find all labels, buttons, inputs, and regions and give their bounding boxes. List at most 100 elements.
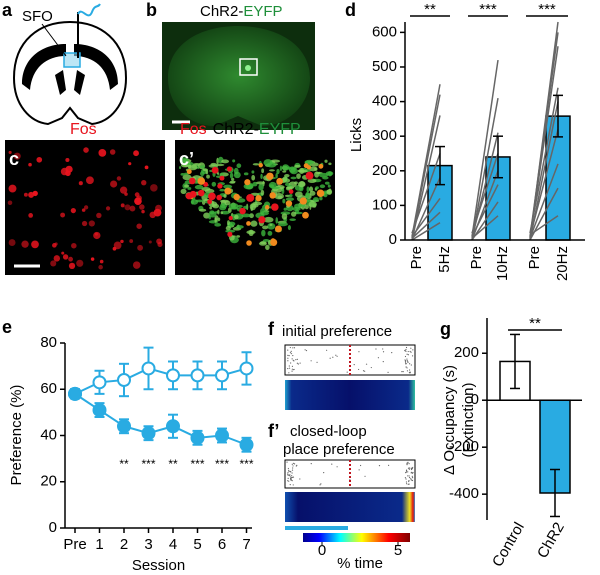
fos-cell [265, 205, 270, 210]
track-point [286, 461, 288, 463]
track-point [410, 479, 412, 481]
fos-cell [136, 223, 142, 229]
eyfp-fiber [219, 199, 229, 203]
significance-label: *** [190, 457, 204, 471]
y-tick-label: 100 [372, 196, 397, 213]
point [92, 375, 107, 390]
title-part: ChR2- [200, 3, 243, 20]
track-point [292, 354, 294, 357]
track-point [336, 466, 338, 468]
eyfp-fiber [214, 223, 222, 227]
fos-cell [90, 257, 95, 261]
fos-cells [7, 147, 163, 270]
fos-cell [228, 216, 233, 221]
y-tick-label: 600 [372, 23, 397, 40]
y-tick-label: 400 [372, 93, 397, 110]
track-point [408, 468, 410, 470]
fos-cell [197, 177, 206, 185]
eyfp-fiber [261, 168, 265, 174]
eyfp-fiber [282, 170, 287, 173]
eyfp-fiber [271, 186, 280, 190]
track-point [293, 360, 295, 362]
fos-cell [7, 200, 13, 206]
eyfp-fiber [267, 230, 273, 236]
y-tick-label: 0 [389, 231, 397, 248]
track-point [358, 469, 360, 471]
eyfp-fiber [180, 172, 186, 176]
track-point [409, 350, 411, 353]
track-point [293, 462, 295, 464]
eyfp-fiber [290, 176, 297, 180]
eyfp-fiber [283, 207, 288, 211]
track-point [293, 463, 296, 465]
track-point [411, 355, 414, 357]
point [215, 368, 229, 383]
track-point [290, 362, 292, 364]
fos-cell [71, 242, 77, 249]
fos-cell [134, 192, 140, 198]
fos-cell [132, 261, 141, 269]
eyfp-fiber [179, 157, 189, 164]
track-point [290, 471, 292, 473]
x-tick-label: Pre [468, 246, 485, 269]
track-point [405, 472, 407, 474]
track-point [408, 463, 410, 465]
point [190, 430, 205, 445]
eyfp-fiber [192, 163, 201, 166]
fos-cell [156, 238, 163, 245]
eyfp-fiber [327, 184, 331, 188]
point [166, 368, 180, 383]
point [117, 419, 131, 434]
fos-cell [217, 183, 223, 189]
track-point [409, 363, 411, 365]
y-tick-label: -400 [449, 485, 479, 502]
track-point [406, 367, 408, 369]
track-point [404, 361, 407, 363]
track-points [286, 461, 414, 486]
brain-outline [12, 20, 128, 126]
inset-box [239, 58, 258, 76]
track-point [288, 372, 290, 374]
y-tick-label: 20 [40, 473, 57, 490]
track-point [336, 355, 338, 357]
fos-cell [246, 221, 251, 226]
significance-label: ** [168, 457, 178, 471]
individual-line [411, 198, 441, 237]
fos-cell [134, 197, 142, 206]
point [239, 437, 254, 452]
track-point [359, 464, 362, 467]
eyfp-fiber [223, 184, 233, 189]
x-tick-label: 6 [218, 536, 226, 553]
eyfp-fiber [290, 211, 297, 217]
fos-cell [28, 162, 32, 167]
eyfp-fos-overlay [179, 156, 334, 251]
track-point [331, 463, 333, 465]
fos-cell [258, 216, 266, 224]
track-point [405, 348, 407, 351]
eyfp-fiber [324, 159, 328, 163]
eyfp-fiber [285, 194, 291, 198]
eyfp-fiber [307, 178, 317, 183]
track-point [407, 475, 409, 477]
fos-cell [120, 239, 124, 244]
fos-cell [188, 177, 196, 185]
eyfp-fiber [294, 203, 302, 209]
panel-letter: f’ [268, 421, 279, 441]
eyfp-fiber [225, 229, 236, 233]
eyfp-fiber [208, 211, 217, 218]
track-point [408, 467, 410, 469]
track-point [405, 483, 408, 485]
panel-title: ChR2-EYFP [200, 3, 283, 20]
track-point [405, 366, 407, 368]
eyfp-fiber [252, 163, 260, 166]
eyfp-fiber [287, 225, 291, 231]
track-point [293, 368, 295, 371]
fos-cell [99, 259, 104, 264]
significance-label: *** [215, 457, 229, 471]
fos-cell [276, 177, 283, 185]
eyfp-fiber [323, 191, 328, 198]
fos-cell [302, 211, 309, 219]
fos-cell [81, 220, 88, 227]
eyfp-fiber [229, 180, 236, 183]
pointer [41, 23, 67, 57]
